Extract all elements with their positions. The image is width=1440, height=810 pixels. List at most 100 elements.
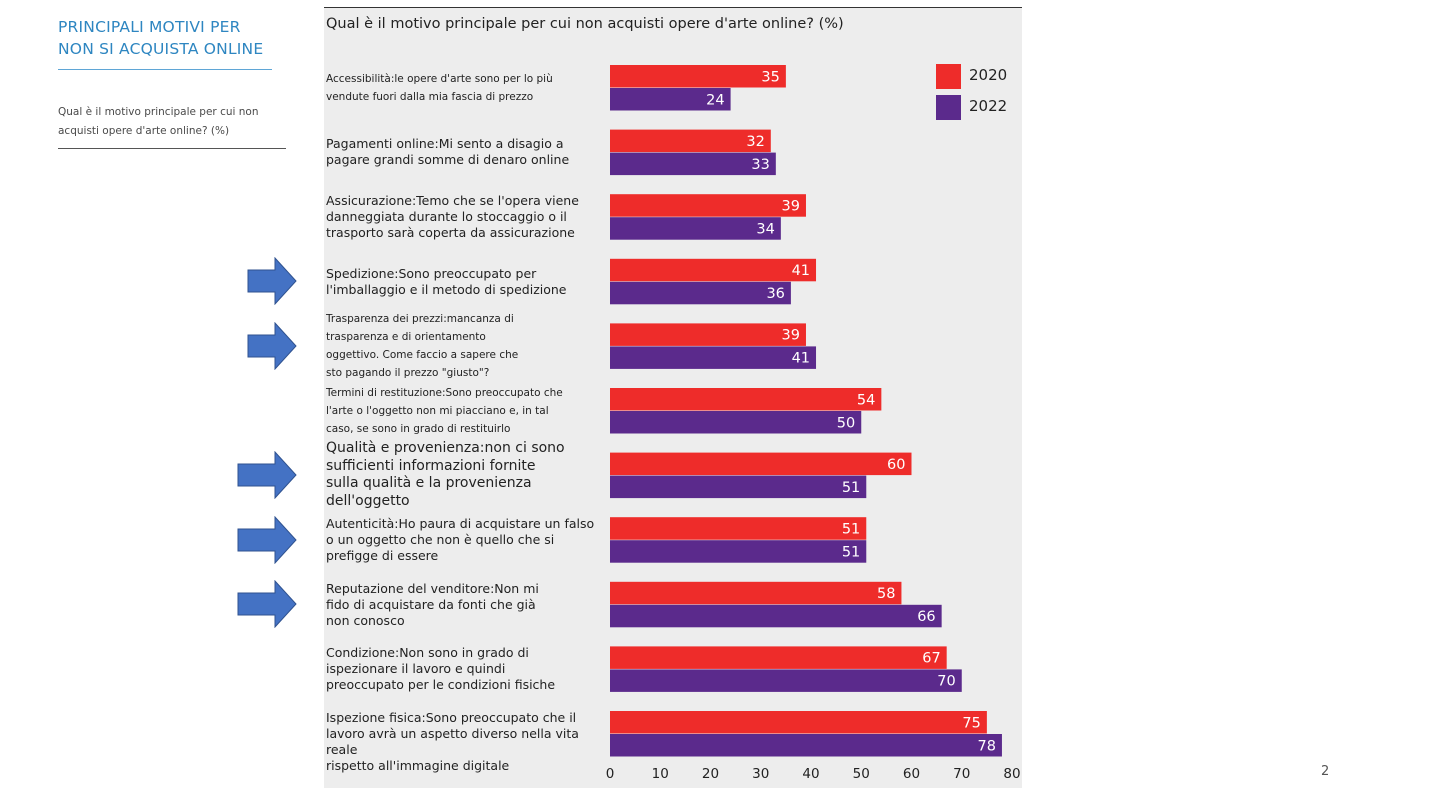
sidebar-title: PRINCIPALI MOTIVI PER NON SI ACQUISTA ON… — [58, 16, 278, 60]
sidebar-divider-bottom — [58, 148, 286, 149]
category-label-line: Autenticità:Ho paura di acquistare un fa… — [326, 515, 595, 531]
highlight-arrow-icon — [247, 257, 297, 306]
legend-label-2020: 2020 — [969, 66, 1008, 84]
x-tick-label: 50 — [852, 766, 870, 782]
category-label-line: rispetto all'immagine digitale — [326, 757, 510, 773]
highlight-arrow-icon — [237, 451, 297, 500]
category-label: Trasparenza dei prezzi:mancanza di traspa… — [326, 310, 601, 382]
x-tick-label: 10 — [651, 766, 669, 782]
category-label: Pagamenti online:Mi sento a disagio a pag… — [326, 136, 601, 168]
category-label-line: Ispezione fisica:Sono preoccupato che il — [326, 709, 577, 725]
category-label-line: Trasparenza dei prezzi:mancanza di — [326, 313, 514, 326]
bar-2022-0 — [610, 88, 731, 111]
bar-2022-8 — [610, 604, 942, 628]
category-label: Spedizione:Sono preoccupato per l'imballa… — [326, 266, 601, 298]
bar-value-label: 78 — [977, 738, 995, 754]
bar-value-label: 70 — [937, 674, 955, 690]
bar-value-label: 41 — [792, 263, 810, 279]
category-label-line: Accessibilità:le opere d'arte sono per l… — [326, 72, 553, 85]
bar-2022-1 — [610, 152, 776, 176]
category-label: Qualità e provenienza:non ci sono suffici… — [326, 440, 601, 510]
category-label-line: sulla qualità e la provenienza — [326, 475, 532, 492]
x-tick-label: 0 — [605, 766, 615, 782]
category-label: Termini di restituzione:Sono preoccupato… — [326, 384, 601, 438]
category-label-line: lavoro avrà un aspetto diverso nella vit… — [326, 725, 579, 757]
category-label-line: o un oggetto che non è quello che si — [326, 531, 555, 547]
bar-2020-2 — [610, 194, 806, 217]
bar-2022-2 — [610, 217, 781, 240]
sidebar-divider-top — [58, 69, 272, 70]
category-label-line: l'imballaggio e il metodo di spedizione — [326, 281, 567, 297]
bar-value-label: 24 — [706, 92, 724, 108]
bar-value-label: 51 — [842, 480, 860, 496]
x-tick-label: 40 — [802, 766, 820, 782]
bar-2020-8 — [610, 581, 902, 605]
bar-value-label: 67 — [922, 651, 940, 667]
x-tick-label: 70 — [953, 766, 971, 782]
page-number: 2 — [1321, 764, 1330, 779]
bar-value-label: 51 — [842, 521, 860, 537]
bar-2022-9 — [610, 669, 962, 692]
category-label-line: Termini di restituzione:Sono preoccupato… — [326, 386, 563, 399]
category-label: Reputazione del venditore:Non mi fido di … — [326, 581, 601, 629]
highlight-arrow-icon — [237, 515, 297, 564]
category-label-line: trasparenza e di orientamento — [326, 331, 486, 344]
x-tick-label: 80 — [1003, 766, 1021, 782]
category-label: Autenticità:Ho paura di acquistare un fa… — [326, 516, 601, 564]
category-label-line: Assicurazione:Temo che se l'opera viene — [326, 192, 579, 208]
bar-value-label: 36 — [766, 286, 784, 302]
bar-value-label: 75 — [962, 715, 980, 731]
sidebar-title-line-2: NON SI ACQUISTA ONLINE — [58, 40, 264, 58]
bar-2020-0 — [610, 65, 786, 88]
category-label-line: Condizione:Non sono in grado di — [326, 645, 529, 661]
bar-value-label: 54 — [857, 392, 875, 408]
bar-value-label: 33 — [751, 157, 769, 173]
bar-value-label: 41 — [792, 351, 810, 367]
category-label-line: danneggiata durante lo stoccaggio o il — [326, 208, 567, 224]
category-label: Ispezione fisica:Sono preoccupato che il… — [326, 710, 601, 774]
bar-2022-4 — [610, 346, 817, 369]
bar-2022-5 — [610, 411, 862, 434]
legend-swatch-2022 — [936, 95, 961, 120]
category-label-line: l'arte o l'oggetto non mi piacciano e, i… — [326, 404, 549, 417]
x-tick-label: 20 — [701, 766, 720, 782]
sidebar-subtitle: Qual è il motivo principale per cui non … — [58, 103, 283, 141]
bar-2022-6 — [610, 475, 867, 499]
category-label-line: Spedizione:Sono preoccupato per — [326, 265, 537, 281]
bar-2022-7 — [610, 540, 867, 563]
sidebar-subtitle-line-2: acquisti opere d'arte online? (%) — [58, 125, 230, 137]
bar-2020-3 — [610, 258, 817, 282]
category-label-line: Reputazione del venditore:Non mi — [326, 580, 539, 596]
category-label-line: pagare grandi somme di denaro online — [326, 152, 570, 168]
bar-2022-3 — [610, 281, 791, 305]
x-tick-label: 30 — [752, 766, 770, 782]
chart-title: Qual è il motivo principale per cui non … — [326, 16, 844, 32]
bar-2022-10 — [610, 734, 1002, 757]
category-label: Condizione:Non sono in grado di ispeziona… — [326, 645, 601, 693]
legend-label-2022: 2022 — [969, 97, 1008, 115]
bar-value-label: 39 — [782, 198, 800, 214]
bar-value-label: 35 — [761, 69, 779, 85]
category-label: Assicurazione:Temo che se l'opera viene d… — [326, 193, 601, 241]
bar-2020-1 — [610, 129, 771, 153]
chart-top-rule — [324, 7, 1022, 8]
bar-2020-4 — [610, 323, 806, 346]
category-label-line: oggettivo. Come faccio a sapere che — [326, 349, 519, 362]
sidebar-title-line-1: PRINCIPALI MOTIVI PER — [58, 18, 241, 36]
category-label-line: dell'oggetto — [326, 492, 410, 509]
bar-2020-5 — [610, 388, 882, 411]
category-label-line: preoccupato per le condizioni fisiche — [326, 677, 556, 693]
legend-swatch-2020 — [936, 64, 961, 89]
category-label-line: sufficienti informazioni fornite — [326, 457, 536, 474]
bar-2020-6 — [610, 452, 912, 476]
category-label-line: vendute fuori dalla mia fascia di prezzo — [326, 90, 534, 103]
sidebar-subtitle-line-1: Qual è il motivo principale per cui non — [58, 106, 259, 118]
highlight-arrow-icon — [247, 321, 297, 370]
category-label-line: sto pagando il prezzo "giusto"? — [326, 367, 490, 380]
bar-2020-10 — [610, 711, 987, 734]
category-label-line: Qualità e provenienza:non ci sono — [326, 440, 565, 457]
bar-2020-7 — [610, 517, 867, 540]
bar-value-label: 50 — [837, 415, 855, 431]
bar-value-label: 39 — [782, 328, 800, 344]
category-label-line: non conosco — [326, 612, 405, 628]
